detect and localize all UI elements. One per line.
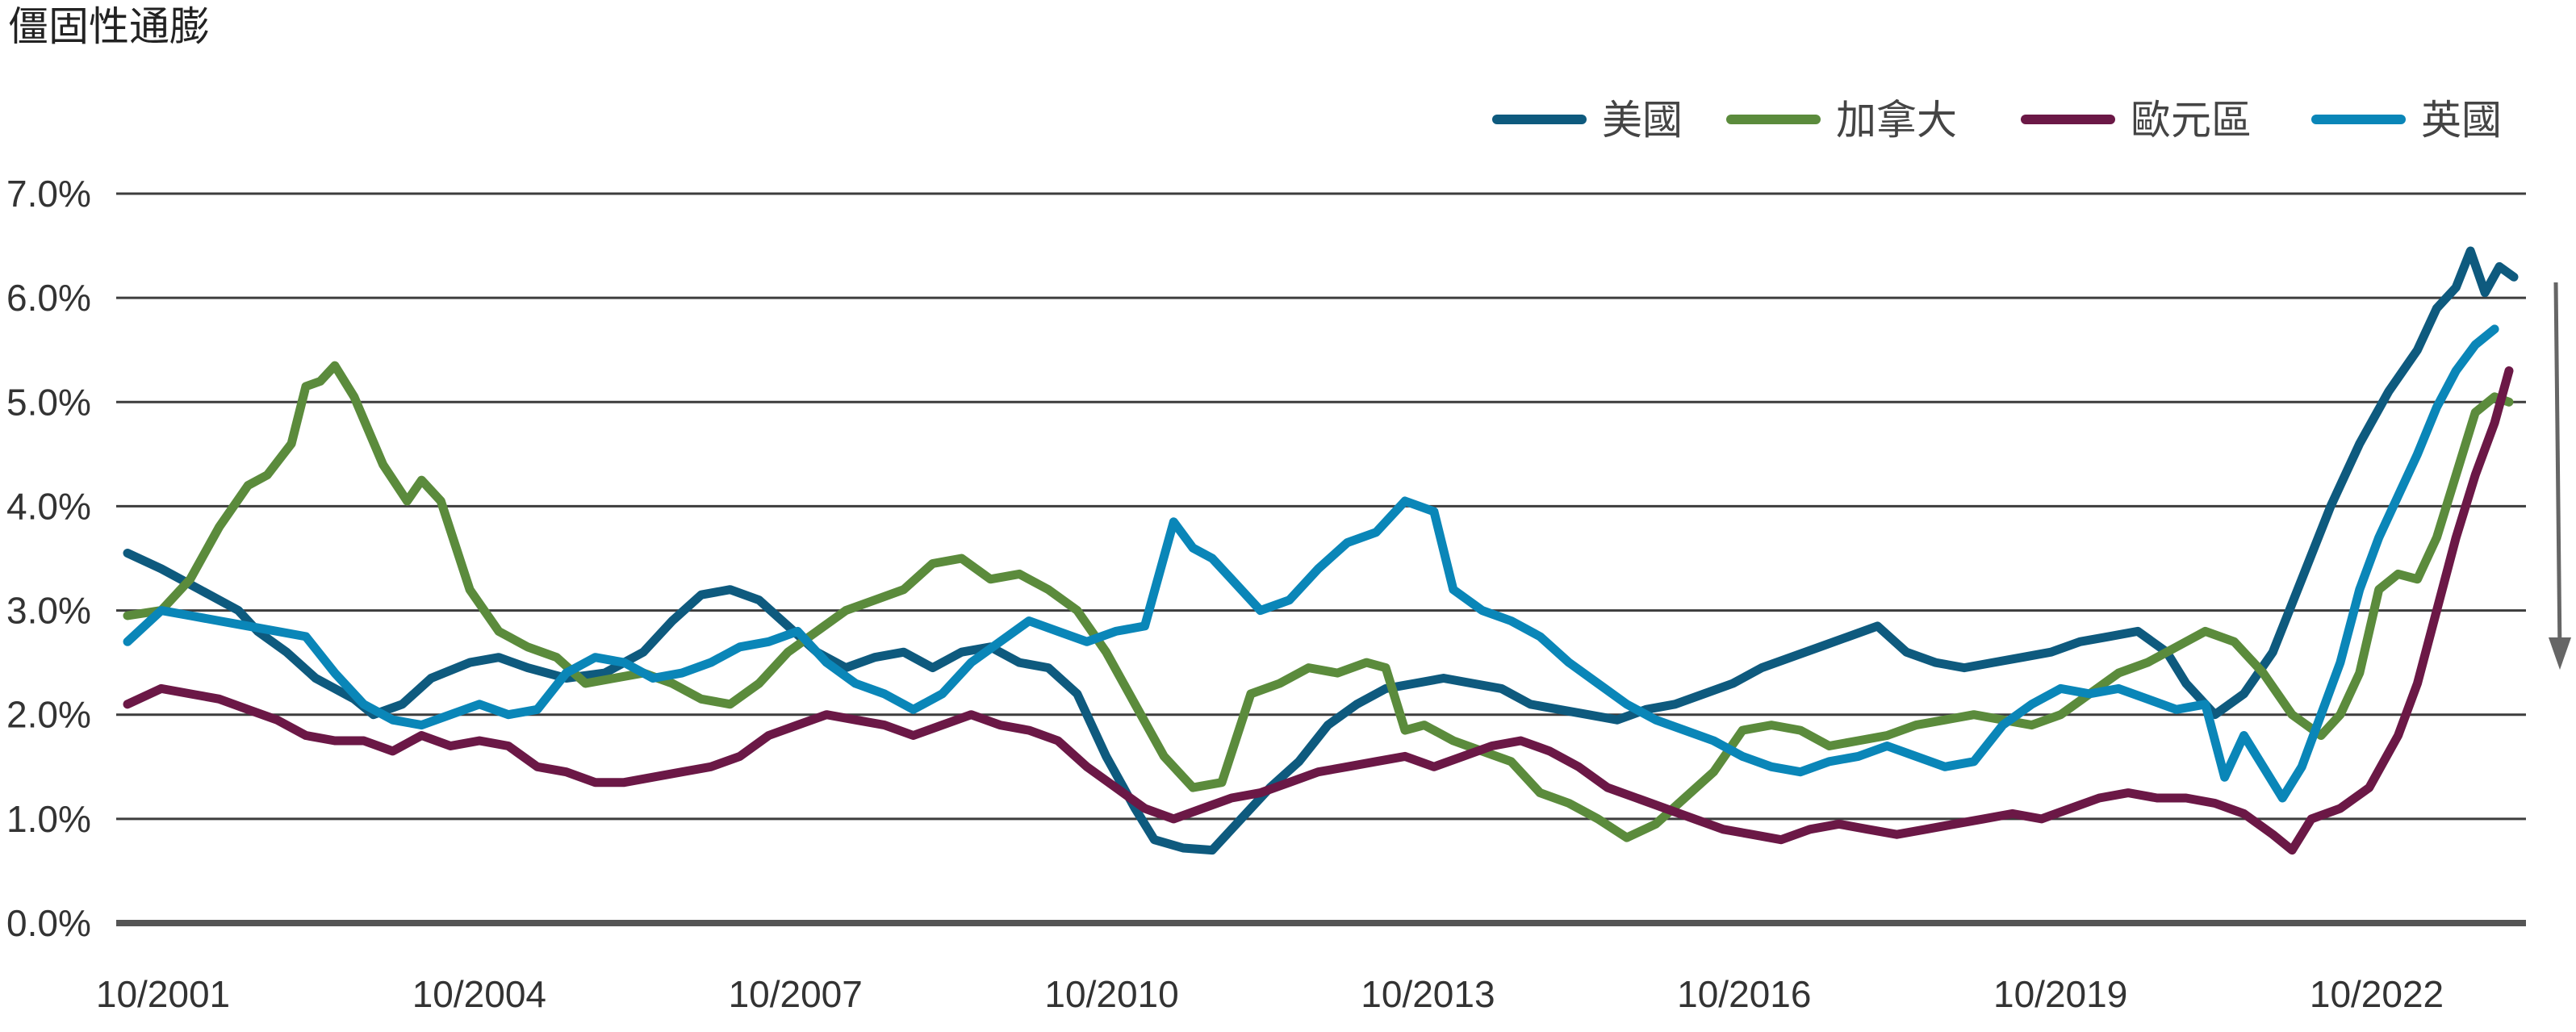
series-line-英國 — [123, 324, 2499, 803]
x-tick-labels: 10/2001 10/2004 10/2007 10/2010 10/2013 10/20… — [96, 973, 2444, 1015]
series-line-歐元區 — [123, 366, 2514, 855]
y-tick-label: 2.0% — [6, 694, 91, 736]
series-line-加拿大 — [123, 361, 2514, 842]
y-tick-label: 7.0% — [6, 173, 91, 215]
y-tick-label: 3.0% — [6, 590, 91, 632]
legend: 美國 加拿大 歐元區 英國 — [1492, 97, 2502, 144]
x-tick-label: 10/2019 — [1993, 973, 2127, 1015]
series-lines — [123, 246, 2519, 855]
x-tick-label: 10/2016 — [1677, 973, 1811, 1015]
legend-label: 歐元區 — [2131, 97, 2252, 144]
x-tick-label: 10/2004 — [412, 973, 546, 1015]
y-tick-label: 6.0% — [6, 277, 91, 319]
series-line-美國 — [123, 246, 2519, 855]
y-tick-label: 1.0% — [6, 798, 91, 840]
legend-label: 英國 — [2421, 97, 2502, 144]
y-tick-label: 5.0% — [6, 381, 91, 423]
legend-label: 加拿大 — [1836, 97, 1957, 144]
legend-label: 美國 — [1602, 97, 1683, 144]
x-tick-label: 10/2007 — [729, 973, 863, 1015]
y-tick-label: 0.0% — [6, 902, 91, 944]
down-arrow-icon — [2549, 282, 2571, 670]
x-tick-label: 10/2022 — [2310, 973, 2444, 1015]
grid-lines — [116, 192, 2526, 926]
x-tick-label: 10/2013 — [1361, 973, 1495, 1015]
chart-title: 僵固性通膨 — [8, 3, 210, 50]
x-tick-label: 10/2010 — [1044, 973, 1178, 1015]
y-tick-labels: 0.0% 1.0% 2.0% 3.0% 4.0% 5.0% 6.0% 7.0% — [6, 173, 91, 944]
arrow-shaft — [2553, 282, 2562, 654]
arrow-head — [2549, 637, 2571, 670]
x-tick-label: 10/2001 — [96, 973, 230, 1015]
y-tick-label: 4.0% — [6, 485, 91, 527]
